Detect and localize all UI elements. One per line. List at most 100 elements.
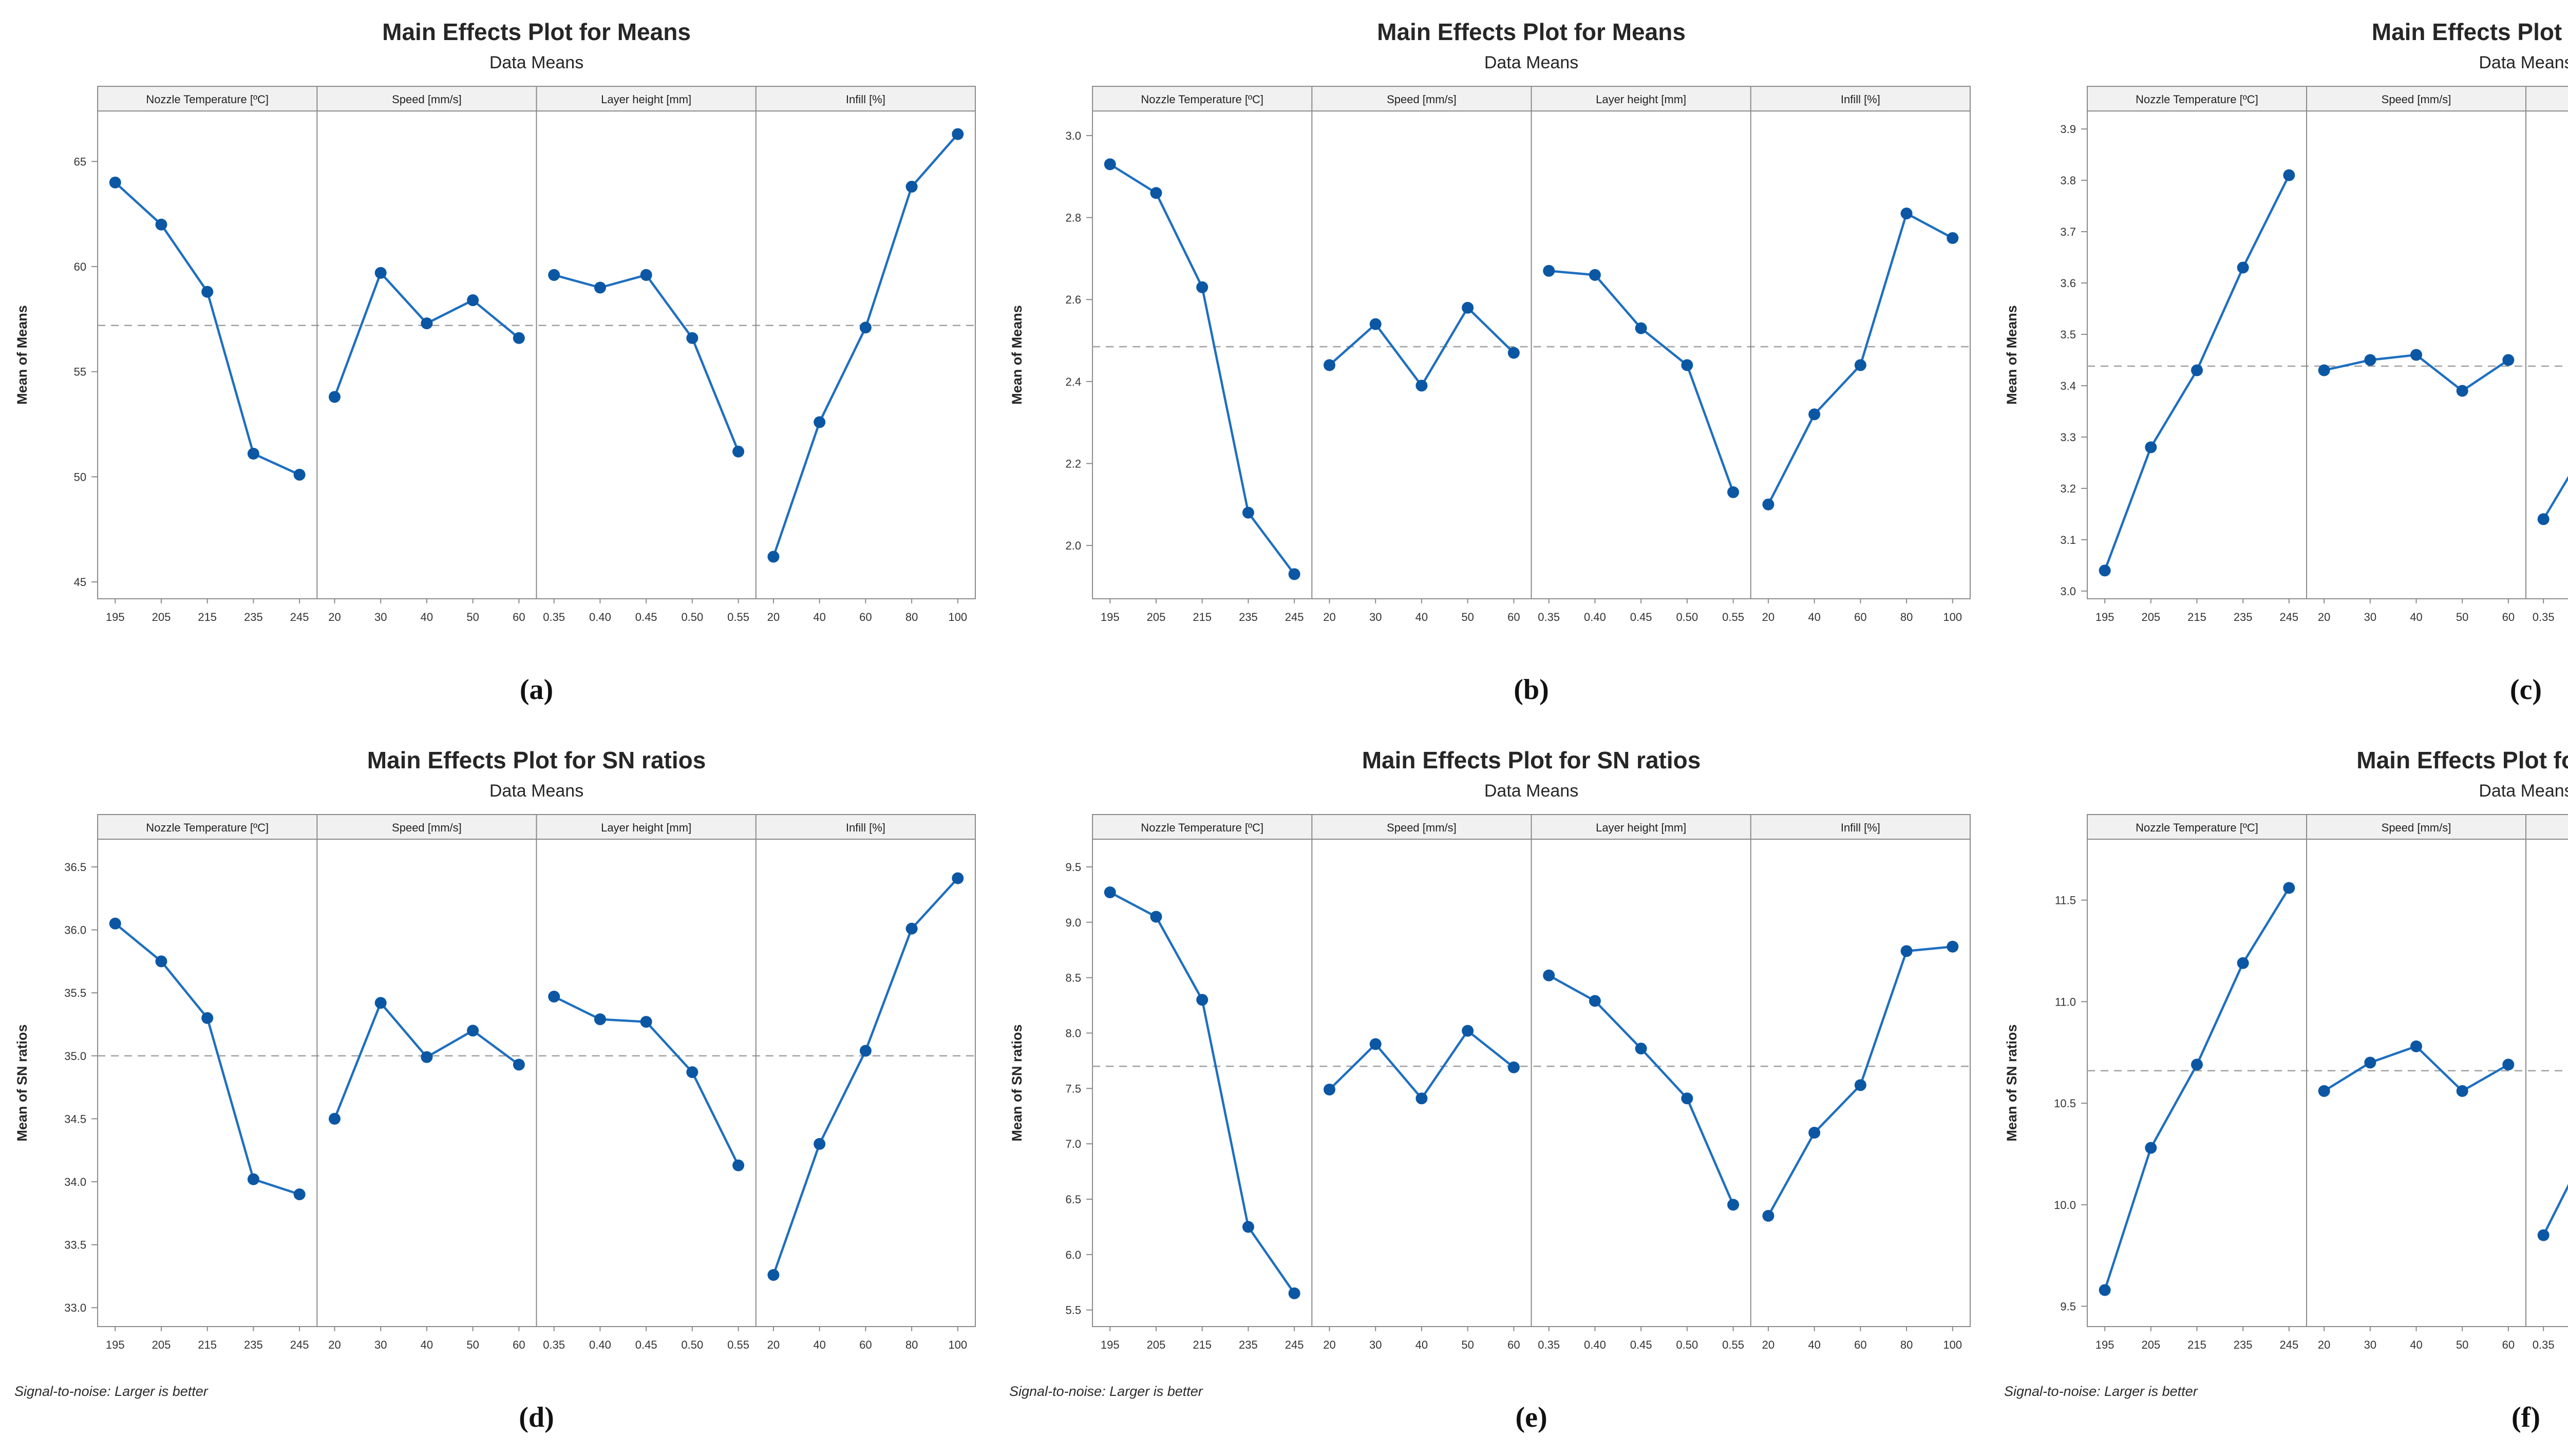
x-tick-label: 245 xyxy=(1285,611,1304,623)
x-tick-label: 0.35 xyxy=(543,611,565,623)
data-point-marker xyxy=(247,1173,259,1185)
data-point-marker xyxy=(2364,354,2376,366)
x-tick-label: 235 xyxy=(244,1338,263,1351)
y-tick-label: 10.0 xyxy=(2054,1199,2076,1212)
x-tick-label: 30 xyxy=(374,611,387,623)
data-point-marker xyxy=(2502,354,2515,366)
data-point-marker xyxy=(594,1013,606,1026)
data-point-marker xyxy=(2191,1058,2203,1071)
y-tick-label: 60 xyxy=(74,260,86,273)
x-tick-label: 30 xyxy=(1369,1338,1382,1351)
data-point-marker xyxy=(109,917,121,930)
data-point-marker xyxy=(1808,1127,1821,1139)
x-tick-label: 20 xyxy=(2318,1338,2330,1351)
x-tick-label: 195 xyxy=(1101,611,1120,623)
data-point-marker xyxy=(548,269,560,281)
data-point-marker xyxy=(1854,1079,1866,1091)
y-tick-label: 11.5 xyxy=(2055,894,2076,907)
data-point-marker xyxy=(2364,1056,2376,1069)
x-tick-label: 20 xyxy=(328,1338,341,1351)
x-tick-label: 30 xyxy=(374,1338,387,1351)
y-tick-label: 8.0 xyxy=(1065,1027,1081,1039)
x-tick-label: 50 xyxy=(466,611,479,623)
x-tick-label: 50 xyxy=(1461,611,1474,623)
x-tick-label: 60 xyxy=(1507,1338,1520,1351)
data-point-marker xyxy=(2145,1142,2157,1154)
data-point-marker xyxy=(686,332,698,344)
data-point-marker xyxy=(374,267,387,279)
subpanel-header-label: Layer height [mm] xyxy=(1596,821,1686,834)
y-tick-label: 35.5 xyxy=(64,987,86,999)
data-point-marker xyxy=(2099,1284,2111,1296)
subpanel-header-label: Nozzle Temperature [ºC] xyxy=(2136,93,2258,106)
data-point-marker xyxy=(2237,957,2249,969)
y-tick-label: 33.5 xyxy=(64,1239,86,1252)
y-tick-label: 2.8 xyxy=(1065,212,1081,224)
chart-svg-d: Main Effects Plot for SN ratios Data Mean… xyxy=(14,747,976,1433)
data-line xyxy=(2103,886,2291,1292)
x-tick-label: 50 xyxy=(1461,1338,1474,1351)
caption: (c) xyxy=(2510,674,2542,706)
x-tick-label: 20 xyxy=(328,611,341,623)
chart-svg-a: Main Effects Plot for Means Data Means 45 5… xyxy=(14,18,976,706)
data-line xyxy=(1547,974,1734,1206)
x-tick-label: 0.55 xyxy=(1722,1338,1744,1351)
data-point-marker xyxy=(1242,1221,1254,1233)
x-tick-label: 0.40 xyxy=(589,1338,611,1351)
header-band xyxy=(2087,86,2568,111)
y-tick-label: 3.0 xyxy=(2060,585,2076,598)
x-tick-label: 30 xyxy=(2364,611,2376,623)
y-tick-label: 10.5 xyxy=(2054,1097,2076,1110)
x-tick-label: 40 xyxy=(813,611,825,623)
x-tick-label: 50 xyxy=(466,1338,479,1351)
x-tick-label: 60 xyxy=(2502,1338,2515,1351)
y-axis-label: Mean of SN ratios xyxy=(1009,1025,1025,1142)
data-point-marker xyxy=(732,445,745,458)
x-tick-label: 60 xyxy=(513,611,525,623)
x-tick-label: 30 xyxy=(1369,611,1382,623)
caption: (a) xyxy=(520,674,553,706)
data-point-marker xyxy=(374,997,387,1009)
y-tick-label: 3.7 xyxy=(2060,225,2076,238)
y-tick-label: 3.5 xyxy=(2060,328,2076,341)
x-tick-label: 60 xyxy=(1507,611,1520,623)
data-point-marker xyxy=(1589,995,1601,1007)
data-point-marker xyxy=(1507,347,1520,359)
subpanel-header-label: Speed [mm/s] xyxy=(392,821,462,834)
data-point-marker xyxy=(1150,187,1162,199)
x-tick-label: 20 xyxy=(767,611,780,623)
x-tick-label: 0.35 xyxy=(543,1338,565,1351)
data-point-marker xyxy=(2410,349,2422,361)
x-tick-label: 0.40 xyxy=(1584,611,1606,623)
data-line xyxy=(114,181,301,476)
data-point-marker xyxy=(2318,364,2330,376)
y-tick-label: 2.4 xyxy=(1065,375,1081,388)
chart-subtitle: Data Means xyxy=(2479,53,2568,72)
data-line xyxy=(1328,1029,1515,1100)
data-point-marker xyxy=(2145,441,2157,453)
data-point-marker xyxy=(594,281,606,294)
y-tick-label: 6.5 xyxy=(1065,1193,1081,1206)
chart-subtitle: Data Means xyxy=(489,53,583,72)
chart-title: Main Effects Plot for Means xyxy=(1377,18,1686,45)
data-line xyxy=(1109,891,1296,1295)
footnote: Signal-to-noise: Larger is better xyxy=(2004,1384,2198,1399)
x-tick-label: 20 xyxy=(1323,1338,1335,1351)
panel-f: Main Effects Plot for SN ratios Data Mean… xyxy=(1990,728,2568,1456)
x-tick-label: 50 xyxy=(2456,1338,2468,1351)
x-tick-label: 40 xyxy=(421,611,433,623)
chart-svg-e: Main Effects Plot for SN ratios Data Mean… xyxy=(1009,747,1971,1433)
y-tick-label: 33.0 xyxy=(64,1301,86,1314)
data-point-marker xyxy=(155,218,167,231)
subpanel-header-label: Infill [%] xyxy=(846,93,885,106)
y-tick-label: 9.5 xyxy=(2060,1300,2076,1313)
data-point-marker xyxy=(2099,564,2111,577)
x-tick-label: 245 xyxy=(2279,611,2298,623)
panel-d: Main Effects Plot for SN ratios Data Mean… xyxy=(0,728,995,1456)
data-line xyxy=(1547,270,1734,494)
data-point-marker xyxy=(1681,359,1693,371)
x-tick-label: 235 xyxy=(2234,1338,2253,1351)
x-tick-label: 205 xyxy=(1147,611,1166,623)
data-point-marker xyxy=(767,551,780,563)
